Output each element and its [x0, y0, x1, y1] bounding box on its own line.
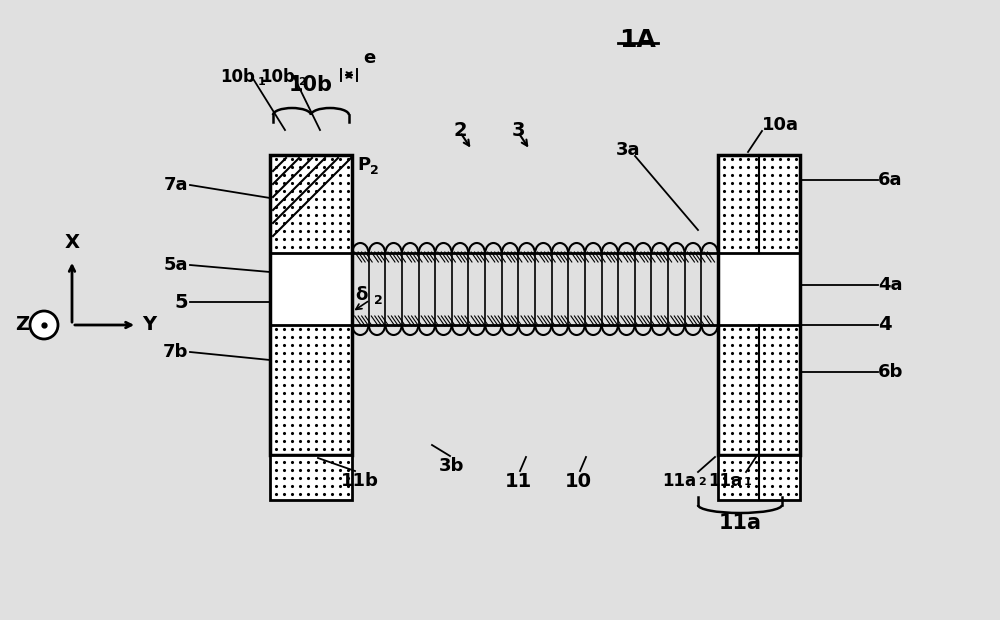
Text: 7b: 7b	[163, 343, 188, 361]
Text: P: P	[357, 156, 370, 174]
Text: δ: δ	[356, 286, 368, 304]
Text: 6a: 6a	[878, 171, 902, 189]
Text: 2: 2	[453, 120, 467, 140]
Bar	[270, 455, 352, 500]
Text: e: e	[363, 49, 375, 67]
Bar	[718, 155, 800, 455]
Text: 7a: 7a	[164, 176, 188, 194]
Text: 3b: 3b	[439, 457, 465, 475]
Text: 10b: 10b	[289, 75, 333, 95]
Text: 11a: 11a	[708, 472, 742, 490]
Text: Y: Y	[142, 316, 156, 335]
Text: X: X	[64, 233, 80, 252]
Text: 5: 5	[174, 293, 188, 311]
Text: 10b: 10b	[221, 68, 255, 86]
Text: 2: 2	[370, 164, 379, 177]
Text: 4: 4	[878, 316, 892, 335]
Text: 1A: 1A	[620, 28, 656, 52]
Text: 11a: 11a	[718, 513, 762, 533]
Circle shape	[30, 311, 58, 339]
Text: 11b: 11b	[341, 472, 379, 490]
Text: 5a: 5a	[164, 256, 188, 274]
Text: 11a: 11a	[662, 472, 696, 490]
Text: Z: Z	[15, 316, 29, 335]
Bar	[270, 155, 352, 455]
Text: 3a: 3a	[616, 141, 640, 159]
Text: 10: 10	[564, 472, 592, 491]
Text: 2: 2	[298, 77, 306, 87]
Text: 10b: 10b	[261, 68, 295, 86]
Bar	[718, 455, 800, 500]
Text: 1: 1	[258, 77, 266, 87]
Text: 1: 1	[744, 477, 752, 487]
Text: 4a: 4a	[878, 276, 902, 294]
Text: 6b: 6b	[878, 363, 903, 381]
Text: 2: 2	[698, 477, 706, 487]
Text: 3: 3	[511, 120, 525, 140]
Text: 10a: 10a	[762, 116, 799, 134]
Text: 2: 2	[374, 294, 383, 308]
Text: 11: 11	[504, 472, 532, 491]
